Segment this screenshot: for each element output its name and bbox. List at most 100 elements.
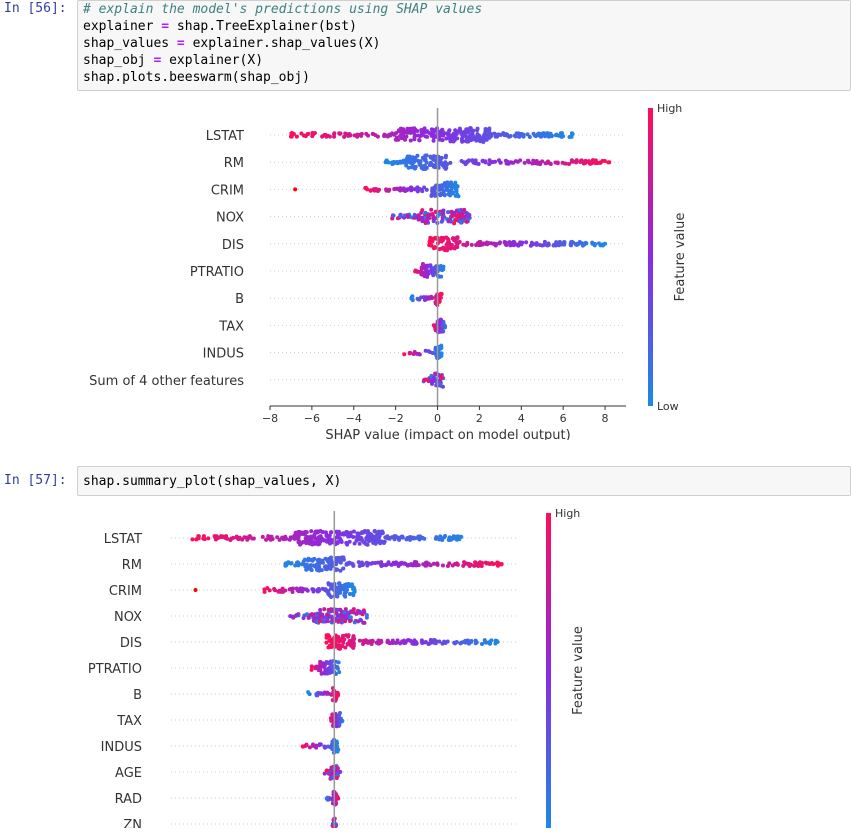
data-point [396, 561, 401, 566]
data-point [574, 158, 579, 163]
data-point [437, 382, 442, 387]
data-point [304, 587, 309, 592]
data-point [545, 159, 550, 164]
data-point [292, 533, 297, 538]
data-point [430, 188, 435, 193]
data-point [335, 717, 340, 722]
data-point [431, 127, 436, 132]
code-input[interactable]: shap.summary_plot(shap_values, X) [77, 466, 851, 496]
data-point [415, 153, 420, 158]
data-point [379, 563, 384, 568]
data-point [351, 637, 356, 642]
data-point [439, 235, 444, 240]
data-point [270, 536, 275, 541]
data-point [317, 562, 322, 567]
data-point [304, 539, 309, 544]
data-point [443, 163, 448, 168]
data-point [368, 188, 373, 193]
data-point [465, 240, 470, 245]
data-point [463, 640, 468, 645]
data-point [419, 269, 424, 274]
code-input[interactable]: # explain the model's predictions using … [77, 0, 851, 91]
data-point [437, 355, 442, 360]
data-point [371, 131, 376, 136]
data-point [322, 607, 327, 612]
data-point [430, 295, 435, 300]
data-point [518, 158, 523, 163]
data-point [472, 135, 477, 140]
data-point [342, 610, 347, 615]
x-tick-label: 0 [434, 412, 441, 425]
data-point [193, 588, 198, 592]
data-point [560, 160, 565, 165]
data-point [551, 243, 556, 248]
data-point [521, 132, 526, 137]
data-point [289, 561, 294, 566]
data-point [306, 558, 311, 563]
data-point [472, 563, 477, 568]
data-point [413, 133, 418, 138]
data-point [344, 584, 349, 589]
data-point [408, 350, 413, 355]
data-point [459, 136, 464, 141]
code-token: shap_values [83, 36, 177, 51]
data-point [454, 640, 459, 644]
data-point [314, 612, 319, 617]
data-point [345, 642, 350, 647]
data-point [439, 375, 444, 380]
data-point [345, 610, 350, 615]
data-point [390, 640, 395, 645]
data-point [309, 664, 314, 669]
data-point [305, 534, 310, 539]
data-point [316, 535, 321, 540]
data-point [358, 618, 363, 623]
code-token: explainer.shap_values(X) [184, 36, 381, 51]
data-point [327, 661, 332, 666]
data-point [455, 562, 460, 567]
data-point [391, 213, 396, 218]
data-point [431, 378, 436, 383]
data-point [403, 640, 408, 644]
data-point [379, 560, 384, 565]
data-point [423, 270, 428, 275]
data-point [440, 641, 445, 646]
data-point [382, 539, 387, 544]
data-point [341, 637, 346, 642]
data-point [444, 185, 449, 190]
feature-label: RM [224, 156, 244, 171]
code-line: shap_obj = explainer(X) [83, 52, 850, 69]
feature-dots [293, 180, 461, 199]
data-point [444, 235, 449, 240]
data-point [425, 213, 430, 218]
data-point [477, 241, 482, 246]
data-point [344, 615, 349, 620]
data-point [481, 139, 486, 144]
data-point [343, 594, 348, 599]
data-point [448, 193, 453, 198]
data-point [414, 215, 419, 220]
data-point [437, 239, 442, 244]
data-point [445, 210, 450, 215]
data-point [326, 582, 331, 587]
data-point [496, 561, 501, 566]
data-point [309, 667, 314, 672]
data-point [337, 646, 342, 651]
data-point [351, 534, 356, 539]
data-point [260, 534, 265, 539]
data-point [483, 241, 488, 246]
data-point [483, 560, 488, 565]
data-point [382, 133, 387, 138]
data-point [479, 136, 484, 141]
data-point [528, 243, 533, 248]
feature-dots [283, 555, 504, 573]
data-point [503, 240, 508, 245]
data-point [343, 619, 348, 624]
data-point [439, 155, 444, 160]
feature-dots [324, 633, 500, 651]
data-point [401, 186, 406, 191]
data-point [339, 538, 344, 543]
data-point [341, 555, 346, 560]
data-point [406, 165, 411, 170]
data-point [362, 529, 367, 534]
data-point [398, 160, 403, 165]
